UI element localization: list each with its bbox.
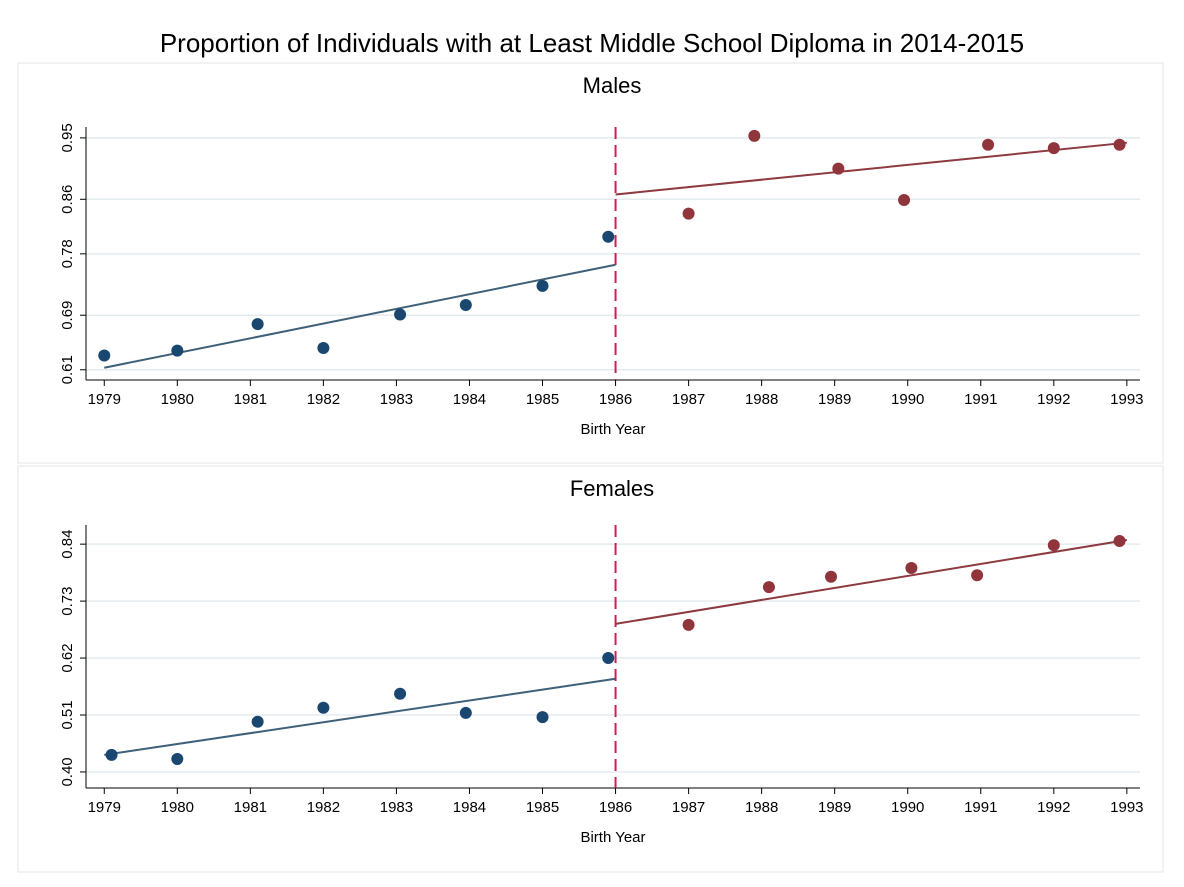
point: [602, 230, 615, 243]
x-tick-label: 1985: [526, 391, 559, 408]
x-tick-label: 1982: [307, 799, 340, 816]
point: [1047, 539, 1060, 552]
point: [459, 706, 472, 719]
y-tick-label: 0.95: [59, 123, 76, 152]
point: [171, 344, 184, 357]
y-tick-label: 0.51: [59, 700, 76, 729]
point: [1113, 535, 1126, 548]
x-tick-label: 1991: [964, 391, 997, 408]
fit-line: [615, 141, 1127, 196]
x-tick-label: 1980: [161, 799, 194, 816]
y-tick-label: 0.62: [59, 643, 76, 672]
point: [394, 687, 407, 700]
point: [971, 569, 984, 582]
point: [748, 129, 761, 142]
x-tick-label: 1984: [453, 391, 486, 408]
fit-line: [104, 677, 616, 756]
point: [536, 279, 549, 292]
point: [832, 162, 845, 175]
x-tick-label: 1984: [453, 799, 486, 816]
point: [98, 349, 111, 362]
point: [251, 318, 264, 331]
point: [602, 652, 615, 665]
x-tick-label: 1979: [88, 799, 121, 816]
x-tick-label: 1993: [1110, 799, 1143, 816]
x-tick-label: 1981: [234, 391, 267, 408]
y-tick-label: 0.86: [59, 185, 76, 214]
x-tick-label: 1992: [1037, 799, 1070, 816]
y-tick-label: 0.69: [59, 301, 76, 330]
point: [1047, 142, 1060, 155]
point: [825, 570, 838, 583]
y-tick-label: 0.84: [59, 530, 76, 559]
panel: [17, 62, 1164, 464]
point: [1113, 138, 1126, 151]
x-tick-label: 1983: [380, 799, 413, 816]
point: [317, 341, 330, 354]
chart-title: Proportion of Individuals with at Least …: [160, 28, 1024, 58]
x-tick-label: 1985: [526, 799, 559, 816]
x-tick-label: 1979: [88, 391, 121, 408]
x-axis-label: Birth Year: [580, 829, 645, 846]
x-tick-label: 1982: [307, 391, 340, 408]
fit-line: [615, 539, 1128, 625]
point: [251, 715, 264, 728]
x-tick-label: 1992: [1037, 391, 1070, 408]
y-tick-label: 0.40: [59, 757, 76, 786]
panel-title: Females: [570, 476, 654, 501]
point: [982, 138, 995, 151]
point: [905, 561, 918, 574]
point: [898, 193, 911, 206]
x-tick-label: 1987: [672, 799, 705, 816]
point: [171, 753, 184, 766]
x-tick-label: 1988: [745, 799, 778, 816]
point: [682, 618, 695, 631]
x-tick-label: 1980: [161, 391, 194, 408]
x-tick-label: 1981: [234, 799, 267, 816]
x-tick-label: 1991: [964, 799, 997, 816]
y-tick-label: 0.73: [59, 587, 76, 616]
panel-title: Males: [583, 73, 642, 98]
x-tick-label: 1987: [672, 391, 705, 408]
point: [536, 711, 549, 724]
point: [762, 581, 775, 594]
x-tick-label: 1990: [891, 799, 924, 816]
x-axis-label: Birth Year: [580, 421, 645, 438]
point: [682, 207, 695, 220]
point: [459, 298, 472, 311]
x-tick-label: 1989: [818, 799, 851, 816]
panel: [17, 465, 1164, 873]
point: [105, 748, 118, 761]
x-tick-label: 1990: [891, 391, 924, 408]
x-tick-label: 1988: [745, 391, 778, 408]
x-tick-label: 1986: [599, 799, 632, 816]
y-tick-label: 0.61: [59, 355, 76, 384]
point: [394, 308, 407, 321]
fit-line: [104, 263, 616, 369]
x-tick-label: 1993: [1110, 391, 1143, 408]
x-tick-label: 1989: [818, 391, 851, 408]
y-tick-label: 0.78: [59, 239, 76, 268]
x-tick-label: 1983: [380, 391, 413, 408]
point: [317, 701, 330, 714]
x-tick-label: 1986: [599, 391, 632, 408]
